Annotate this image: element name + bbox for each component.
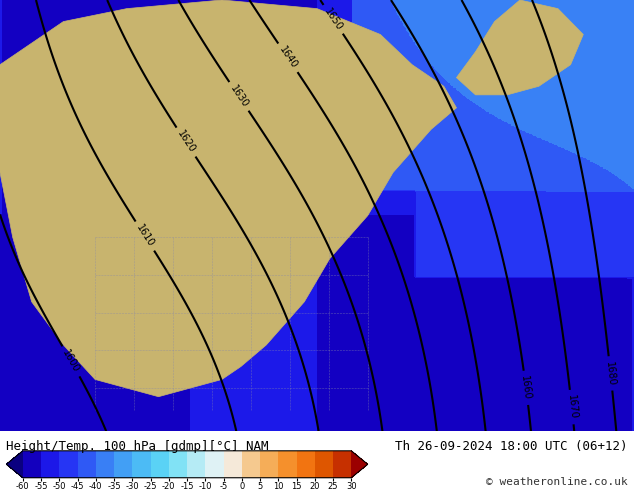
Text: 1600: 1600 [61, 348, 81, 374]
Text: 1640: 1640 [277, 45, 299, 71]
Text: 1680: 1680 [604, 361, 617, 386]
Text: 1670: 1670 [566, 394, 578, 420]
Text: Th 26-09-2024 18:00 UTC (06+12): Th 26-09-2024 18:00 UTC (06+12) [395, 440, 628, 453]
Text: 1630: 1630 [228, 83, 250, 109]
Text: 1650: 1650 [322, 6, 344, 32]
Text: © weatheronline.co.uk: © weatheronline.co.uk [486, 477, 628, 487]
Text: 1660: 1660 [519, 375, 533, 401]
Text: Height/Temp. 100 hPa [gdmp][°C] NAM: Height/Temp. 100 hPa [gdmp][°C] NAM [6, 440, 269, 453]
PathPatch shape [6, 451, 23, 478]
PathPatch shape [351, 451, 368, 478]
Text: 1610: 1610 [134, 223, 156, 249]
Text: 1620: 1620 [175, 129, 197, 155]
